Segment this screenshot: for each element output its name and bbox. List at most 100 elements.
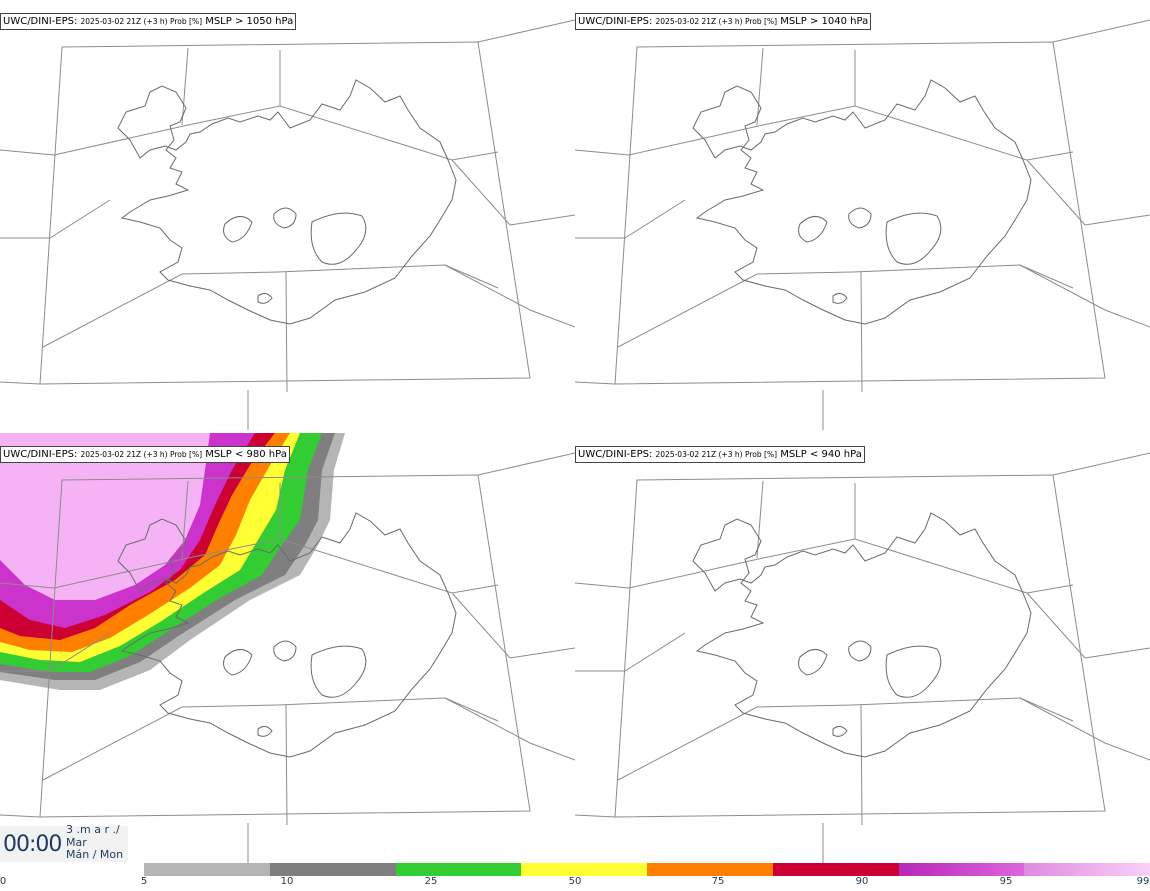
- colorbar-ticks: 0 5 10 25 50 75 90 95 99: [0, 876, 1150, 891]
- grid-boundary-line: [617, 697, 1150, 781]
- grid-boundary-line: [444, 264, 499, 289]
- map-panel-4: UWC/DINI-EPS: 2025-03-02 21Z (+3 h) Prob…: [575, 433, 1150, 863]
- iceland-map: [575, 452, 1150, 863]
- grid-boundary-line: [575, 381, 616, 385]
- grid-boundary-line: [181, 480, 189, 559]
- grid-boundary-line: [1026, 592, 1086, 659]
- colorbar-segment: [772, 863, 899, 876]
- grid-boundary-line: [756, 480, 764, 559]
- colorbar-segment: [269, 863, 396, 876]
- grid-boundary-line: [1052, 19, 1150, 43]
- colorbar-tick-label: 90: [855, 876, 869, 887]
- iceland-coastline: [692, 512, 1032, 758]
- grid-boundary-line: [614, 41, 1106, 385]
- grid-boundary-line: [575, 199, 686, 239]
- glacier-outline: [848, 640, 872, 662]
- grid-boundary-line: [477, 19, 575, 43]
- grid-boundary-line: [0, 538, 499, 594]
- panel-title: UWC/DINI-EPS: 2025-03-02 21Z (+3 h) Prob…: [0, 446, 290, 463]
- grid-boundary-line: [509, 214, 575, 226]
- valid-time-box: 00:00 3 .m a r ./ Mar Mán / Mon: [0, 823, 128, 862]
- grid-boundary-line: [756, 47, 764, 126]
- glacier-outline: [257, 292, 273, 304]
- glacier-outline: [223, 216, 253, 243]
- grid-boundary-line: [181, 47, 189, 126]
- grid-boundary-line: [575, 105, 1074, 161]
- grid-boundary-line: [0, 381, 41, 385]
- valid-date-line1: 3 .m a r ./: [66, 823, 120, 836]
- grid-boundary-line: [39, 474, 531, 818]
- colorbar-segment: [395, 863, 522, 876]
- grid-boundary-line: [1084, 647, 1150, 659]
- glacier-outline: [885, 212, 942, 265]
- colorbar-tick-label: 99: [1136, 876, 1150, 887]
- colorbar-segment: [144, 863, 270, 876]
- colorbar-tick-label: 75: [711, 876, 725, 887]
- grid-boundary-line: [860, 271, 863, 393]
- glacier-outline: [798, 216, 828, 243]
- panel-title: UWC/DINI-EPS: 2025-03-02 21Z (+3 h) Prob…: [575, 446, 865, 463]
- map-panel-1: UWC/DINI-EPS: 2025-03-02 21Z (+3 h) Prob…: [0, 0, 575, 430]
- valid-time: 00:00: [3, 832, 62, 857]
- valid-date-line3: Mán / Mon: [66, 848, 124, 861]
- grid-boundary-line: [444, 697, 499, 722]
- iceland-map: [0, 19, 575, 430]
- iceland-coastline: [117, 512, 457, 758]
- glacier-outline: [257, 725, 273, 737]
- glacier-outline: [273, 207, 297, 229]
- grid-boundary-line: [575, 538, 1074, 594]
- valid-date: 3 .m a r ./ Mar Mán / Mon: [66, 823, 124, 862]
- valid-date-line2: Mar: [66, 835, 87, 849]
- grid-boundary-line: [42, 697, 575, 781]
- grid-boundary-line: [1019, 697, 1074, 722]
- grid-boundary-line: [1026, 159, 1086, 226]
- grid-boundary-line: [575, 814, 616, 818]
- colorbar-segment: [647, 863, 773, 876]
- glacier-outline: [848, 207, 872, 229]
- grid-boundary-line: [42, 264, 575, 348]
- grid-boundary-line: [285, 704, 288, 826]
- grid-boundary-line: [477, 452, 575, 476]
- grid-boundary-line: [39, 41, 531, 385]
- grid-boundary-line: [1019, 264, 1074, 289]
- colorbar-segment: [1024, 863, 1150, 876]
- grid-boundary-line: [614, 474, 1106, 818]
- map-panel-2: UWC/DINI-EPS: 2025-03-02 21Z (+3 h) Prob…: [575, 0, 1150, 430]
- grid-boundary-line: [0, 632, 111, 672]
- grid-boundary-line: [0, 105, 499, 161]
- colorbar-tick-label: 5: [140, 876, 148, 887]
- colorbar-tick-label: 0: [0, 876, 7, 887]
- map-panel-3: UWC/DINI-EPS: 2025-03-02 21Z (+3 h) Prob…: [0, 433, 575, 863]
- panel-title: UWC/DINI-EPS: 2025-03-02 21Z (+3 h) Prob…: [575, 13, 872, 30]
- probability-band: [0, 433, 210, 600]
- panel-title: UWC/DINI-EPS: 2025-03-02 21Z (+3 h) Prob…: [0, 13, 297, 30]
- colorbar-tick-label: 95: [999, 876, 1013, 887]
- colorbar-segment: [898, 863, 1025, 876]
- glacier-outline: [885, 645, 942, 698]
- grid-boundary-line: [285, 271, 288, 393]
- grid-boundary-line: [451, 592, 511, 659]
- grid-boundary-line: [1052, 452, 1150, 476]
- iceland-map: [0, 433, 575, 863]
- grid-boundary-line: [509, 647, 575, 659]
- glacier-outline: [832, 725, 848, 737]
- glacier-outline: [310, 645, 367, 698]
- grid-boundary-line: [860, 704, 863, 826]
- glacier-outline: [832, 292, 848, 304]
- glacier-outline: [223, 649, 253, 676]
- probability-colorbar: [144, 863, 1150, 876]
- iceland-coastline: [692, 79, 1032, 325]
- glacier-outline: [798, 649, 828, 676]
- iceland-coastline: [117, 79, 457, 325]
- grid-boundary-line: [1084, 214, 1150, 226]
- grid-boundary-line: [0, 814, 41, 818]
- glacier-outline: [310, 212, 367, 265]
- grid-boundary-line: [451, 159, 511, 226]
- colorbar-tick-label: 10: [280, 876, 294, 887]
- colorbar-segment: [521, 863, 647, 876]
- grid-boundary-line: [617, 264, 1150, 348]
- grid-boundary-line: [0, 199, 111, 239]
- grid-boundary-line: [575, 632, 686, 672]
- iceland-map: [575, 19, 1150, 430]
- colorbar-tick-label: 50: [568, 876, 582, 887]
